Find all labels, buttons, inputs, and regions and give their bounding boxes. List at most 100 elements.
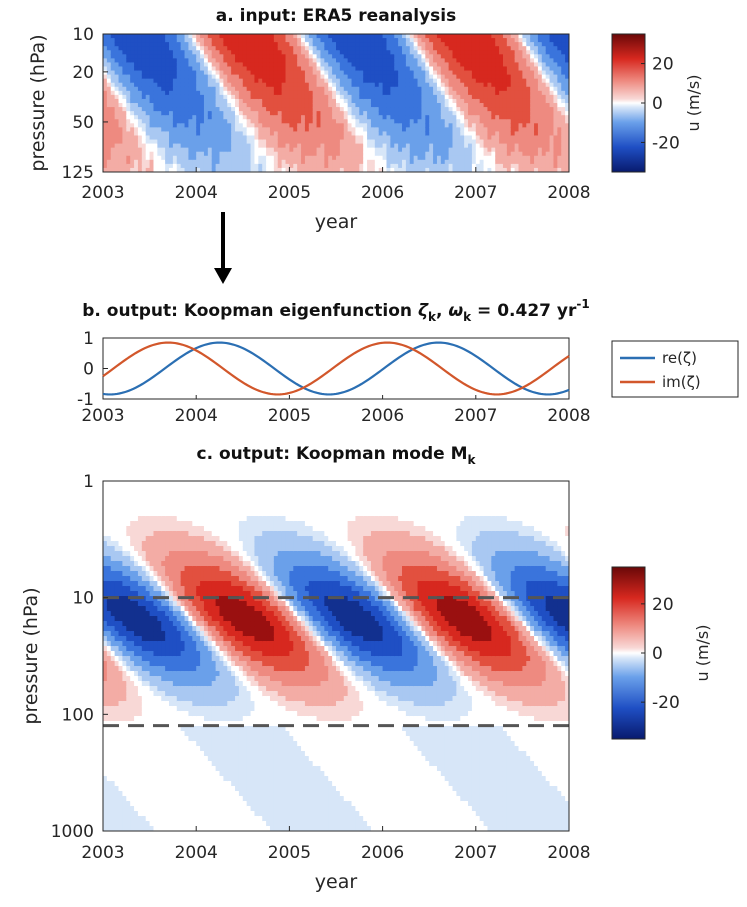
heatmap-a-cell [409,151,415,157]
heatmap-a-cell [238,70,244,76]
heatmap-a-cell [530,155,535,161]
heatmap-a-cell [215,107,221,112]
heatmap-c-cell [141,686,147,692]
heatmap-a-cell [285,78,290,84]
heatmap-a-cell [510,50,516,55]
heatmap-a-cell [541,163,547,169]
heatmap-a-cell [297,107,302,112]
heatmap-a-cell [301,123,306,128]
heatmap-a-cell [506,90,512,96]
heatmap-c-cell [145,486,151,492]
heatmap-a-cell [180,127,186,133]
heatmap-a-cell [176,58,182,64]
heatmap-c-cell [130,681,135,687]
heatmap-a-cell [339,111,345,116]
heatmap-c-cell [114,526,120,532]
heatmap-a-cell [541,98,547,104]
heatmap-c-cell [106,601,112,607]
heatmap-a-cell [549,155,555,161]
heatmap-a-cell [192,82,197,88]
heatmap-a-cell [316,42,322,47]
heatmap-a-cell [336,159,341,165]
heatmap-c-cell [137,821,143,827]
heatmap-a-cell [122,131,127,137]
heatmap-a-cell [250,42,256,47]
heatmap-a-cell [553,38,558,43]
heatmap-c-cell [134,661,139,667]
heatmap-c-cell [130,736,135,742]
heatmap-a-cell [250,103,256,108]
heatmap-c-cell [114,776,120,782]
heatmap-a-cell [425,119,430,124]
heatmap-a-cell [211,139,217,145]
heatmap-a-cell [165,38,170,43]
heatmap-a-cell [363,151,368,157]
heatmap-a-cell [475,98,481,104]
heatmap-a-cell [394,167,399,172]
heatmap-c-cell [141,586,147,592]
heatmap-a-cell [347,70,353,76]
heatmap-a-cell [514,54,520,59]
heatmap-c-cell [126,766,131,772]
heatmap-a-cell [336,82,341,88]
heatmap-a-cell [518,90,523,96]
heatmap-a-cell [471,155,477,161]
heatmap-a-cell [169,167,174,172]
heatmap-a-cell [549,131,555,137]
heatmap-c-cell [122,561,127,567]
heatmap-c-cell [145,516,151,522]
heatmap-a-cell [409,143,415,149]
heatmap-a-cell [386,86,391,92]
heatmap-a-cell [254,90,259,96]
heatmap-a-cell [235,147,240,153]
heatmap-a-cell [565,94,569,100]
heatmap-a-cell [374,54,380,59]
heatmap-a-cell [561,167,566,172]
heatmap-a-cell [149,131,155,137]
heatmap-c-cell [145,661,151,667]
heatmap-a-cell [409,163,415,169]
heatmap-a-cell [491,147,496,153]
heatmap-a-cell [374,127,380,133]
heatmap-a-cell [351,159,357,165]
heatmap-a-cell [169,78,174,84]
heatmap-a-cell [207,50,213,55]
heatmap-a-cell [429,70,434,76]
heatmap-c-cell [130,521,135,527]
heatmap-a-cell [269,127,275,133]
heatmap-a-cell [114,167,120,172]
heatmap-a-cell [405,74,411,80]
heatmap-a-cell [343,103,349,108]
heatmap-a-cell [456,90,461,96]
heatmap-a-cell [491,78,496,84]
heatmap-c-cell [118,661,124,667]
heatmap-a-cell [475,82,481,88]
heatmap-a-cell [436,115,442,120]
heatmap-a-cell [215,111,221,116]
heatmap-a-cell [359,42,364,47]
heatmap-c-cell [134,556,139,562]
heatmap-a-cell [487,94,492,100]
heatmap-a-cell [184,139,190,145]
heatmap-a-cell [483,139,489,145]
heatmap-a-cell [273,46,279,51]
heatmap-a-cell [242,34,248,39]
heatmap-a-cell [386,38,391,43]
heatmap-c-cell [145,656,151,662]
heatmap-a-cell [386,167,391,172]
heatmap-a-cell [530,82,535,88]
heatmap-a-cell [452,46,457,51]
heatmap-a-cell [227,34,232,39]
heatmap-a-cell [157,103,162,108]
heatmap-a-cell [417,155,423,161]
heatmap-c-cell [122,696,127,702]
heatmap-a-cell [254,50,259,55]
heatmap-a-cell [172,66,178,72]
heatmap-a-cell [207,66,213,72]
heatmap-a-cell [141,42,147,47]
heatmap-a-cell [421,159,426,165]
heatmap-a-cell [355,135,360,141]
heatmap-a-cell [277,54,283,59]
heatmap-a-cell [316,94,322,100]
heatmap-a-cell [149,74,155,80]
